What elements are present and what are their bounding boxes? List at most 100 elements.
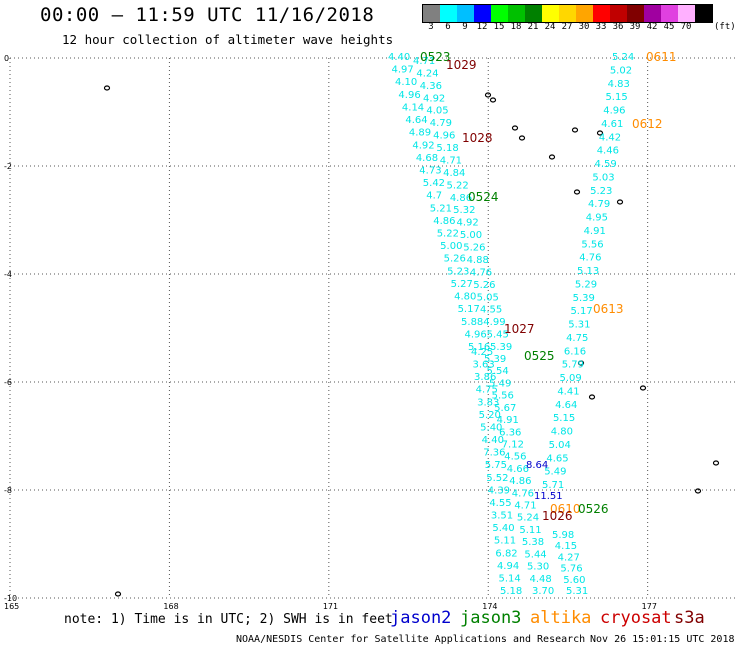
wave-height-label: 4.91	[584, 226, 606, 237]
pass-time-label: 0612	[632, 117, 663, 131]
wave-height-label: 6.36	[499, 427, 521, 438]
wave-height-label: 5.56	[581, 239, 603, 250]
legend-label: 18	[510, 22, 522, 32]
wave-height-label: 5.49	[544, 467, 566, 478]
legend-label: 27	[561, 22, 573, 32]
wave-height-label: 5.75	[485, 460, 507, 471]
wave-height-label: 5.13	[577, 266, 599, 277]
legend-units: (ft)	[714, 22, 736, 32]
wave-height-label: 4.84	[443, 168, 465, 179]
wave-height-label: 4.89	[409, 128, 431, 139]
wave-height-label: 5.32	[453, 205, 475, 216]
wave-height-label: 4.76	[579, 253, 601, 264]
legend-swatch	[423, 5, 440, 22]
lon-tick-label: 165	[4, 602, 19, 611]
wave-height-label: 5.98	[552, 530, 574, 541]
pass-time-label: 0526	[578, 502, 609, 516]
lat-tick-label: -8	[4, 486, 12, 495]
legend-label: 36	[612, 22, 624, 32]
wave-height-label: 5.18	[500, 586, 522, 597]
wave-height-label: 5.42	[423, 178, 445, 189]
wave-height-highlight: 11.51	[534, 491, 563, 502]
wave-height-label: 5.22	[446, 180, 468, 191]
wave-height-label: 5.76	[560, 564, 582, 575]
wave-height-label: 5.11	[519, 525, 541, 536]
pass-time-label: 1029	[446, 58, 477, 72]
lat-tick-label: -10	[4, 594, 17, 603]
wave-height-label: 4.88	[467, 255, 489, 266]
lat-tick-label: -4	[4, 270, 12, 279]
island-icon	[596, 130, 604, 136]
legend-swatch	[457, 5, 474, 22]
wave-height-label: 7.36	[483, 448, 505, 459]
wave-height-label: 4.71	[413, 56, 435, 67]
wave-height-label: 5.22	[437, 229, 459, 240]
island-icon	[577, 360, 585, 366]
wave-height-label: 4.80	[454, 292, 476, 303]
legend-swatch	[610, 5, 627, 22]
page-title: 00:00 – 11:59 UTC 11/16/2018	[40, 4, 375, 26]
island-icon	[573, 189, 581, 195]
wave-height-label: 4.76	[512, 488, 534, 499]
footer-timestamp: Nov 26 15:01:15 UTC 2018	[590, 634, 735, 645]
island-icon	[712, 460, 720, 466]
wave-height-label: 6.16	[564, 346, 586, 357]
sat-jason2: jason2	[390, 608, 452, 628]
legend-swatch	[542, 5, 559, 22]
wave-height-label: 5.27	[451, 279, 473, 290]
wave-height-label: 4.86	[509, 476, 531, 487]
island-icon	[518, 135, 526, 141]
wave-height-label: 5.31	[566, 586, 588, 597]
legend-label: 70	[680, 22, 692, 32]
pass-time-label: 1028	[462, 131, 493, 145]
wave-height-label: 5.04	[549, 440, 571, 451]
wave-height-label: 5.23	[447, 266, 469, 277]
sat-s3a: s3a	[674, 608, 705, 628]
wave-height-label: 4.92	[423, 93, 445, 104]
legend-swatch	[508, 5, 525, 22]
pass-time-label: 0525	[524, 349, 555, 363]
wave-height-label: 5.24	[612, 52, 634, 63]
wave-height-label: 5.05	[477, 292, 499, 303]
wave-height-label: 5.38	[522, 537, 544, 548]
legend-swatch	[525, 5, 542, 22]
island-icon	[103, 85, 111, 91]
wave-height-label: 4.7	[426, 191, 442, 202]
page-subtitle: 12 hour collection of altimeter wave hei…	[62, 32, 394, 47]
wave-height-label: 5.09	[560, 373, 582, 384]
wave-height-label: 5.44	[524, 549, 546, 560]
wave-height-label: 5.17	[458, 304, 480, 315]
island-icon	[616, 199, 624, 205]
wave-height-label: 4.15	[555, 541, 577, 552]
wave-height-label: 4.96	[465, 329, 487, 340]
wave-height-label: 4.05	[426, 106, 448, 117]
wave-height-label: 4.91	[497, 415, 519, 426]
wave-height-label: 4.94	[497, 561, 519, 572]
wave-height-label: 5.71	[542, 480, 564, 491]
wave-height-label: 4.68	[416, 153, 438, 164]
wave-height-label: 4.96	[603, 106, 625, 117]
wave-height-label: 5.40	[492, 523, 514, 534]
wave-height-label: 5.20	[479, 410, 501, 421]
wave-height-label: 4.92	[457, 218, 479, 229]
legend-swatch	[661, 5, 678, 22]
island-icon	[639, 385, 647, 391]
legend-label: 39	[629, 22, 641, 32]
wave-height-label: 4.39	[488, 485, 510, 496]
wave-height-label: 4.42	[599, 132, 621, 143]
legend-swatch	[440, 5, 457, 22]
wave-height-label: 4.40	[482, 435, 504, 446]
wave-height-label: 5.11	[494, 536, 516, 547]
wave-height-label: 4.64	[405, 115, 427, 126]
lat-tick-label: -6	[4, 378, 12, 387]
wave-height-label: 5.56	[492, 391, 514, 402]
sat-altika: altika	[530, 608, 592, 628]
legend-swatch	[474, 5, 491, 22]
wave-height-label: 4.10	[395, 77, 417, 88]
lon-tick-label: 168	[163, 602, 178, 611]
wave-height-label: 5.26	[463, 243, 485, 254]
island-icon	[489, 97, 497, 103]
legend-swatch	[627, 5, 644, 22]
wave-height-label: 5.17	[570, 306, 592, 317]
